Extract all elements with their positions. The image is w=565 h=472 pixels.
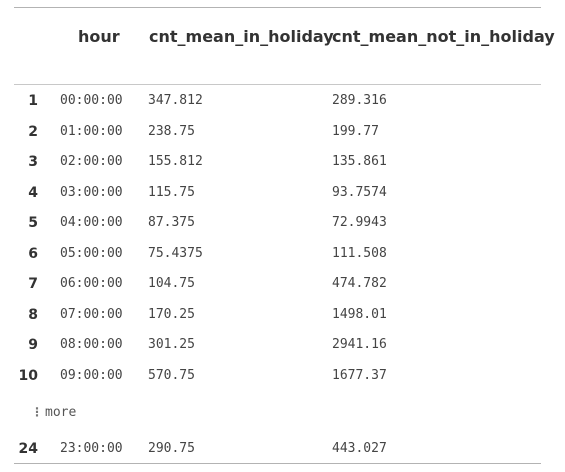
table-row: 5 04:00:00 87.375 72.9943 — [0, 208, 565, 238]
cell-hour: 08:00:00 — [60, 337, 123, 352]
table-row: 8 07:00:00 170.25 1498.01 — [0, 300, 565, 330]
cell-cnt-mean-not-in-holiday: 2941.16 — [332, 337, 387, 352]
cell-cnt-mean-not-in-holiday: 135.861 — [332, 154, 387, 169]
table-row: 1 00:00:00 347.812 289.316 — [0, 86, 565, 116]
cell-cnt-mean-in-holiday: 301.25 — [148, 337, 195, 352]
table-row: 6 05:00:00 75.4375 111.508 — [0, 239, 565, 269]
cell-cnt-mean-not-in-holiday: 111.508 — [332, 245, 387, 261]
cell-hour: 02:00:00 — [60, 154, 123, 169]
cell-hour: 07:00:00 — [60, 306, 123, 322]
row-index: 2 — [28, 123, 38, 140]
cell-cnt-mean-in-holiday: 238.75 — [148, 123, 195, 139]
cell-hour: 05:00:00 — [60, 245, 123, 261]
row-index: 24 — [18, 441, 38, 457]
table-row: 2 01:00:00 238.75 199.77 — [0, 117, 565, 147]
cell-cnt-mean-not-in-holiday: 474.782 — [332, 276, 387, 291]
row-index: 3 — [28, 154, 38, 170]
cell-cnt-mean-in-holiday: 115.75 — [148, 184, 195, 200]
cell-hour: 00:00:00 — [60, 93, 123, 108]
cell-cnt-mean-in-holiday: 170.25 — [148, 306, 195, 322]
cell-cnt-mean-in-holiday: 87.375 — [148, 215, 195, 230]
table-row: 9 08:00:00 301.25 2941.16 — [0, 330, 565, 360]
cell-cnt-mean-not-in-holiday: 72.9943 — [332, 215, 387, 230]
table-top-border — [14, 7, 541, 8]
cell-hour: 01:00:00 — [60, 123, 123, 139]
row-index: 10 — [18, 367, 38, 384]
row-index: 6 — [28, 245, 38, 262]
table-row: 7 06:00:00 104.75 474.782 — [0, 269, 565, 299]
row-index: 5 — [28, 215, 38, 231]
row-index: 7 — [28, 276, 38, 292]
header-divider — [14, 84, 541, 85]
cell-cnt-mean-in-holiday: 155.812 — [148, 154, 203, 169]
cell-hour: 04:00:00 — [60, 215, 123, 230]
table-row: 3 02:00:00 155.812 135.861 — [0, 147, 565, 177]
cell-cnt-mean-not-in-holiday: 199.77 — [332, 123, 379, 139]
cell-cnt-mean-in-holiday: 104.75 — [148, 276, 195, 291]
cell-hour: 03:00:00 — [60, 184, 123, 200]
cell-cnt-mean-not-in-holiday: 1677.37 — [332, 367, 387, 383]
column-header-cnt-mean-not-in-holiday: cnt_mean_not_in_holiday — [332, 27, 555, 46]
cell-cnt-mean-not-in-holiday: 1498.01 — [332, 306, 387, 322]
row-index: 4 — [28, 184, 38, 201]
row-index: 8 — [28, 306, 38, 323]
table-row: 24 23:00:00 290.75 443.027 — [0, 434, 565, 464]
cell-hour: 06:00:00 — [60, 276, 123, 291]
cell-cnt-mean-not-in-holiday: 443.027 — [332, 441, 387, 456]
vertical-ellipsis-icon: ⋮ — [31, 405, 43, 419]
column-header-cnt-mean-in-holiday: cnt_mean_in_holiday — [149, 27, 334, 46]
column-header-hour: hour — [78, 27, 120, 46]
row-index: 1 — [28, 93, 38, 109]
cell-cnt-mean-not-in-holiday: 93.7574 — [332, 184, 387, 200]
row-index: 9 — [28, 337, 38, 353]
show-more-rows[interactable]: ⋮ more — [31, 403, 76, 421]
cell-hour: 23:00:00 — [60, 441, 123, 456]
table-row: 4 03:00:00 115.75 93.7574 — [0, 178, 565, 208]
cell-cnt-mean-in-holiday: 290.75 — [148, 441, 195, 456]
table-row: 10 09:00:00 570.75 1677.37 — [0, 361, 565, 391]
cell-cnt-mean-not-in-holiday: 289.316 — [332, 93, 387, 108]
cell-cnt-mean-in-holiday: 347.812 — [148, 93, 203, 108]
table-bottom-border — [14, 463, 541, 464]
cell-cnt-mean-in-holiday: 75.4375 — [148, 245, 203, 261]
cell-cnt-mean-in-holiday: 570.75 — [148, 367, 195, 383]
cell-hour: 09:00:00 — [60, 367, 123, 383]
more-label: more — [45, 405, 77, 420]
